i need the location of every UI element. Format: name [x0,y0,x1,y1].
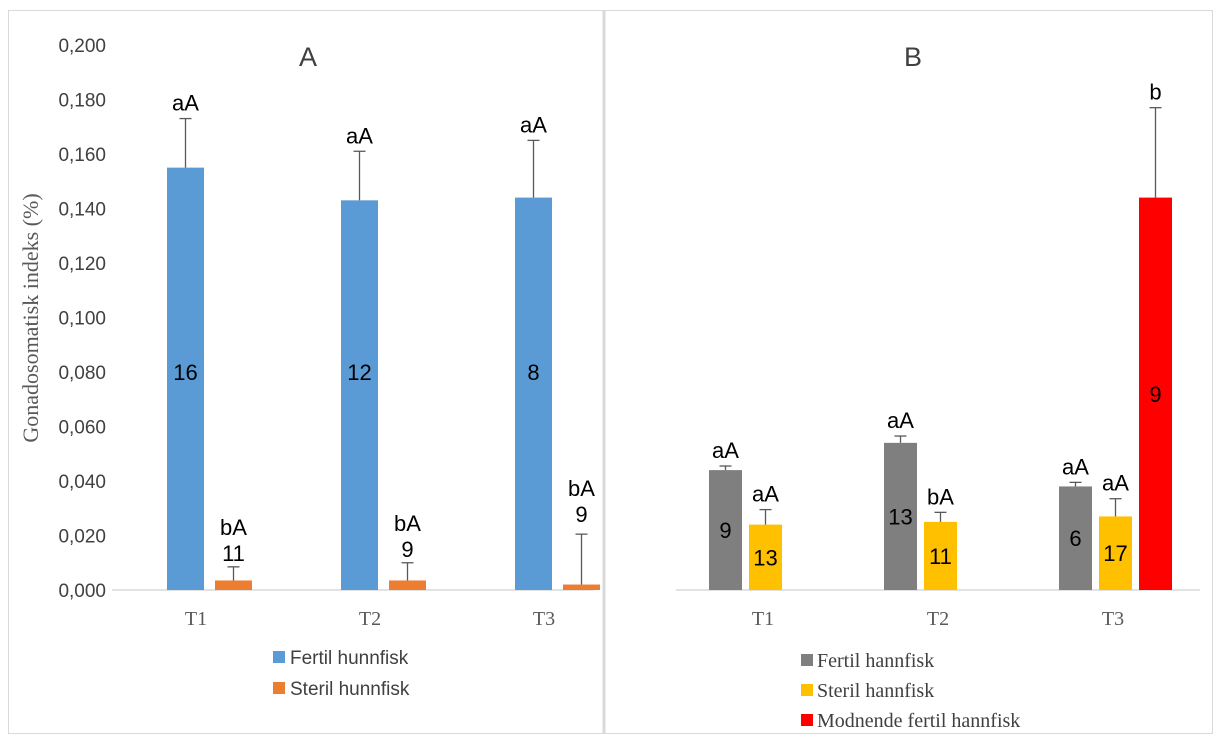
x-tick-label: T3 [1102,608,1124,630]
x-tick-label: T1 [185,608,207,630]
significance-label: bA [220,515,247,540]
significance-label: bA [394,511,421,536]
sample-size-label: 9 [401,537,413,562]
y-tick-label: 0,140 [58,200,106,221]
significance-label: b [1149,80,1161,105]
sample-size-label: 6 [1069,526,1081,551]
legend-label: Fertil hunnfisk [290,648,409,669]
significance-label: bA [927,484,954,509]
significance-label: aA [520,112,547,137]
y-tick-label: 0,100 [58,309,106,330]
significance-label: bA [568,476,595,501]
bar [515,197,552,590]
bar [167,167,204,590]
y-tick-label: 0,200 [58,36,106,57]
bar [563,584,600,590]
bar [215,580,252,590]
legend-panel-b: Fertil hannfisk Steril hannfisk Modnende f… [801,650,1020,732]
sample-size-label: 17 [1103,541,1127,566]
x-tick-label: T3 [533,608,555,630]
sample-size-label: 12 [347,360,371,385]
bar [924,521,957,590]
x-tick-label: T2 [927,608,949,630]
sample-size-label: 16 [173,360,197,385]
significance-label: aA [1102,471,1129,496]
y-tick-label: 0,120 [58,254,106,275]
y-tick-label: 0,040 [58,472,106,493]
sample-size-label: 8 [527,360,539,385]
significance-label: aA [712,438,739,463]
sample-size-label: 11 [929,544,952,569]
legend-swatch [273,651,285,663]
sample-size-label: 9 [719,518,731,543]
bar [389,580,426,590]
y-tick-label: 0,080 [58,363,106,384]
bar [1139,197,1172,590]
x-tick-label: T2 [359,608,381,630]
significance-label: aA [887,408,914,433]
legend-swatch [801,714,813,726]
bar [1099,516,1132,590]
y-tick-label: 0,060 [58,418,106,439]
y-axis-ticks: 0,000 0,020 0,040 0,060 0,080 0,100 0,120 0,140… [58,36,106,602]
sample-size-label: 9 [575,502,587,527]
y-tick-label: 0,020 [58,527,106,548]
legend-swatch [801,684,813,696]
bar [884,442,917,590]
bar [341,200,378,590]
legend-label: Modnende fertil hannfisk [817,710,1020,732]
y-tick-label: 0,180 [58,91,106,112]
legend-panel-a: Fertil hunnfisk Steril hunnfisk [273,648,410,700]
bar [749,524,782,590]
significance-label: aA [752,482,779,507]
sample-size-label: 13 [753,545,777,570]
panel-a-title: A [299,42,317,72]
sample-size-label: 9 [1149,382,1161,407]
panel-b-title: B [904,42,922,72]
legend-swatch [273,682,285,694]
bar [1059,486,1092,590]
bar [709,470,742,590]
y-tick-label: 0,160 [58,145,106,166]
legend-label: Steril hunnfisk [290,679,410,700]
sample-size-label: 11 [222,541,245,566]
significance-label: aA [1062,454,1089,479]
significance-label: aA [346,123,373,148]
y-axis-label: Gonadosomatisk indeks (%) [18,193,43,442]
significance-label: aA [172,91,199,116]
y-tick-label: 0,000 [58,581,106,602]
sample-size-label: 13 [888,504,912,529]
legend-swatch [801,654,813,666]
legend-label: Fertil hannfisk [817,650,934,672]
panel-b: T1 aA 9 aA 13 T2 aA 13 bA 11 T3 aA 6 aA 17 b 9 [676,80,1200,630]
legend-label: Steril hannfisk [817,680,934,702]
x-tick-label: T1 [752,608,774,630]
